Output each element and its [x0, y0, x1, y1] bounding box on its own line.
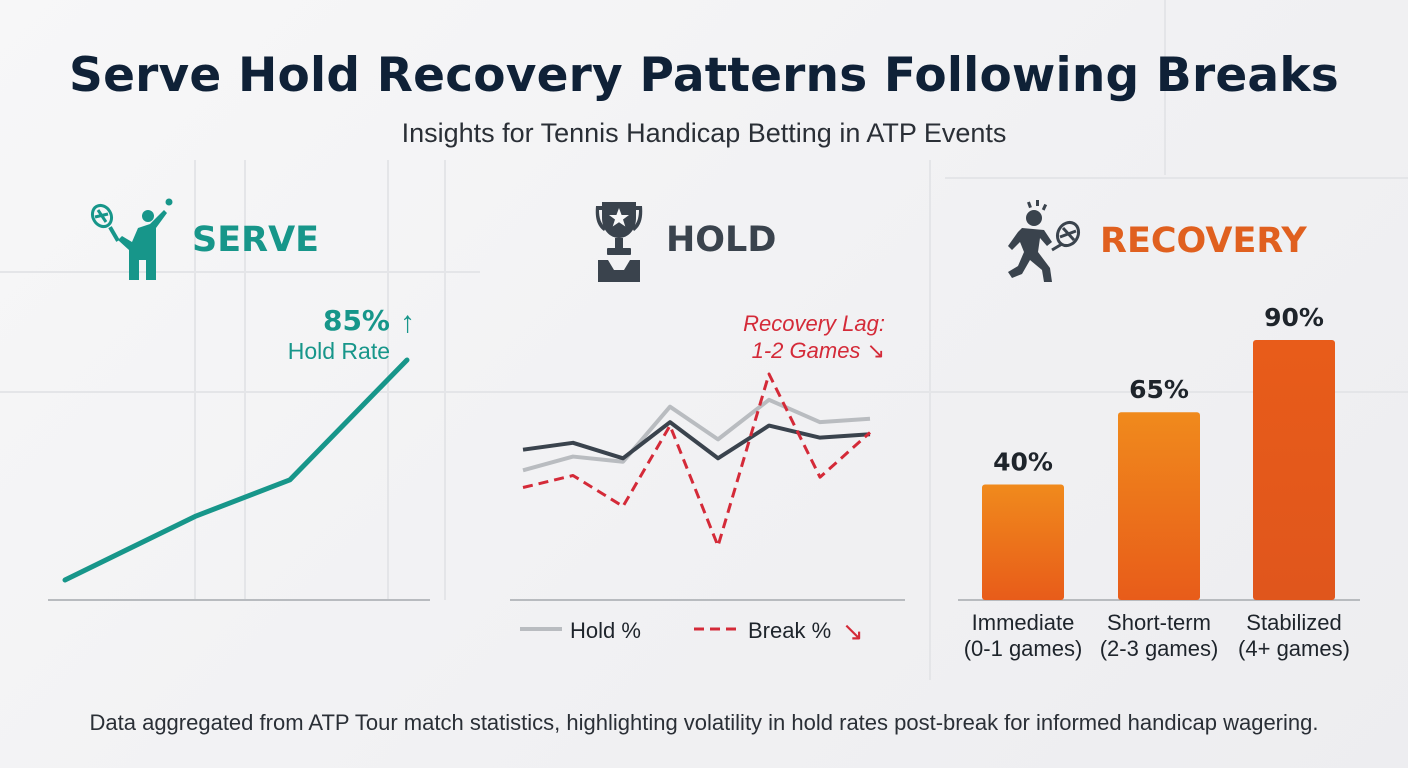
- recovery-panel-label: RECOVERY: [1100, 221, 1307, 261]
- recovery-panel-header: RECOVERY: [1000, 198, 1307, 284]
- hold-trend-line: [522, 420, 871, 461]
- serve-annotation: 85% Hold Rate ↑: [240, 304, 415, 365]
- up-arrow-icon: ↑: [400, 306, 415, 339]
- hold-panel-header: HOLD: [592, 198, 776, 282]
- trophy-icon: [595, 202, 643, 282]
- serve-hold-line: [62, 357, 410, 583]
- recovery-category-label: Immediate: [972, 610, 1075, 635]
- hold-annotation-line1: Recovery Lag:: [743, 311, 885, 336]
- legend-label-hold: Hold %: [570, 618, 641, 643]
- recovery-category-sublabel: (4+ games): [1238, 636, 1350, 661]
- tennis-player-serve-icon: [90, 198, 173, 280]
- break-pct-line: [522, 372, 871, 548]
- recovery-bar: [1118, 412, 1200, 600]
- recovery-category-label: Stabilized: [1246, 610, 1341, 635]
- hold-legend: Hold % Break % ↘: [520, 617, 864, 647]
- fatigued-player-icon: [1008, 200, 1081, 282]
- serve-panel-label: SERVE: [192, 220, 320, 260]
- recovery-category-sublabel: (2-3 games): [1100, 636, 1219, 661]
- recovery-bar-value-label: 90%: [1264, 303, 1324, 332]
- serve-annotation-value: 85%: [322, 304, 390, 337]
- recovery-category-sublabel: (0-1 games): [964, 636, 1083, 661]
- recovery-bar-value-label: 65%: [1129, 375, 1189, 404]
- down-right-arrow-icon: ↘: [842, 617, 864, 647]
- footer-note: Data aggregated from ATP Tour match stat…: [89, 710, 1319, 735]
- hold-annotation: Recovery Lag: 1-2 Games ↘: [700, 310, 885, 364]
- hold-annotation-line2: 1-2 Games: [751, 338, 861, 363]
- recovery-bar: [982, 484, 1064, 600]
- recovery-bar: [1253, 340, 1335, 600]
- recovery-category-label: Short-term: [1107, 610, 1211, 635]
- page-title: Serve Hold Recovery Patterns Following B…: [69, 48, 1339, 103]
- legend-label-break: Break %: [748, 618, 831, 643]
- recovery-bar-value-label: 40%: [993, 447, 1053, 476]
- hold-pct-line: [522, 397, 871, 473]
- page-subtitle: Insights for Tennis Handicap Betting in …: [401, 118, 1007, 148]
- hold-panel-label: HOLD: [666, 220, 777, 260]
- serve-annotation-text: Hold Rate: [287, 338, 390, 364]
- down-right-arrow-icon: ↘: [866, 338, 885, 363]
- serve-panel-header: SERVE: [90, 198, 319, 282]
